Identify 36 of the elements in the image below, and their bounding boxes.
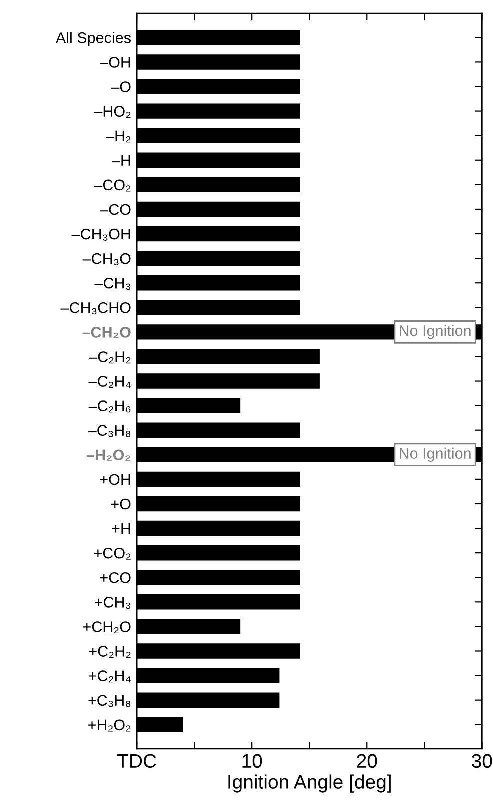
x-tick-label: 20 <box>357 754 378 768</box>
x-tick-label: TDC <box>118 754 156 768</box>
y-tick-label: –H₂O₂ <box>86 450 131 461</box>
y-tick-label: –CO₂ <box>94 180 131 192</box>
y-tick-label: +H <box>112 524 130 534</box>
y-tick-label: +C₂H₄ <box>89 670 131 683</box>
y-tick-label: –C₂H₄ <box>88 376 131 388</box>
y-tick-label: +CH₂O <box>83 622 131 634</box>
y-tick-label: –HO₂ <box>94 106 131 118</box>
y-tick-label: –H <box>112 155 130 166</box>
y-tick-label: –C₃H₈ <box>88 425 131 438</box>
data-label: No Ignition <box>400 325 471 340</box>
y-tick-label: +H₂O₂ <box>88 720 131 732</box>
y-tick-label: +C₂H₂ <box>89 646 131 658</box>
y-tick-label: –CO <box>100 204 131 216</box>
y-tick-label: –CH₂O <box>82 327 131 338</box>
y-tick-label: +C₃H₈ <box>88 695 131 708</box>
y-tick-label: +OH <box>100 474 130 486</box>
data-label: No Ignition <box>400 448 471 462</box>
y-tick-label: All Species <box>56 32 131 46</box>
x-tick-label: 10 <box>242 754 262 768</box>
y-tick-label: –O <box>111 82 131 92</box>
y-tick-label: –C₂H₆ <box>88 400 131 413</box>
y-tick-label: –CH₃ <box>94 278 131 290</box>
y-tick-label: +O <box>111 498 131 510</box>
y-tick-label: +CH₃ <box>95 597 131 610</box>
y-tick-label: –OH <box>100 57 130 68</box>
y-tick-label: –C₂H₂ <box>89 352 131 364</box>
y-tick-label: –CH₃CHO <box>60 302 131 315</box>
y-tick-label: +CO₂ <box>94 548 131 560</box>
y-tick-label: –CH₃OH <box>72 228 130 241</box>
x-tick-label: 30 <box>472 754 492 768</box>
y-tick-label: –CH₃O <box>82 253 131 266</box>
y-tick-label: –H₂ <box>106 130 131 143</box>
x-axis-title: Ignition Angle [deg] <box>228 774 391 793</box>
y-tick-label: +CO <box>100 572 131 584</box>
